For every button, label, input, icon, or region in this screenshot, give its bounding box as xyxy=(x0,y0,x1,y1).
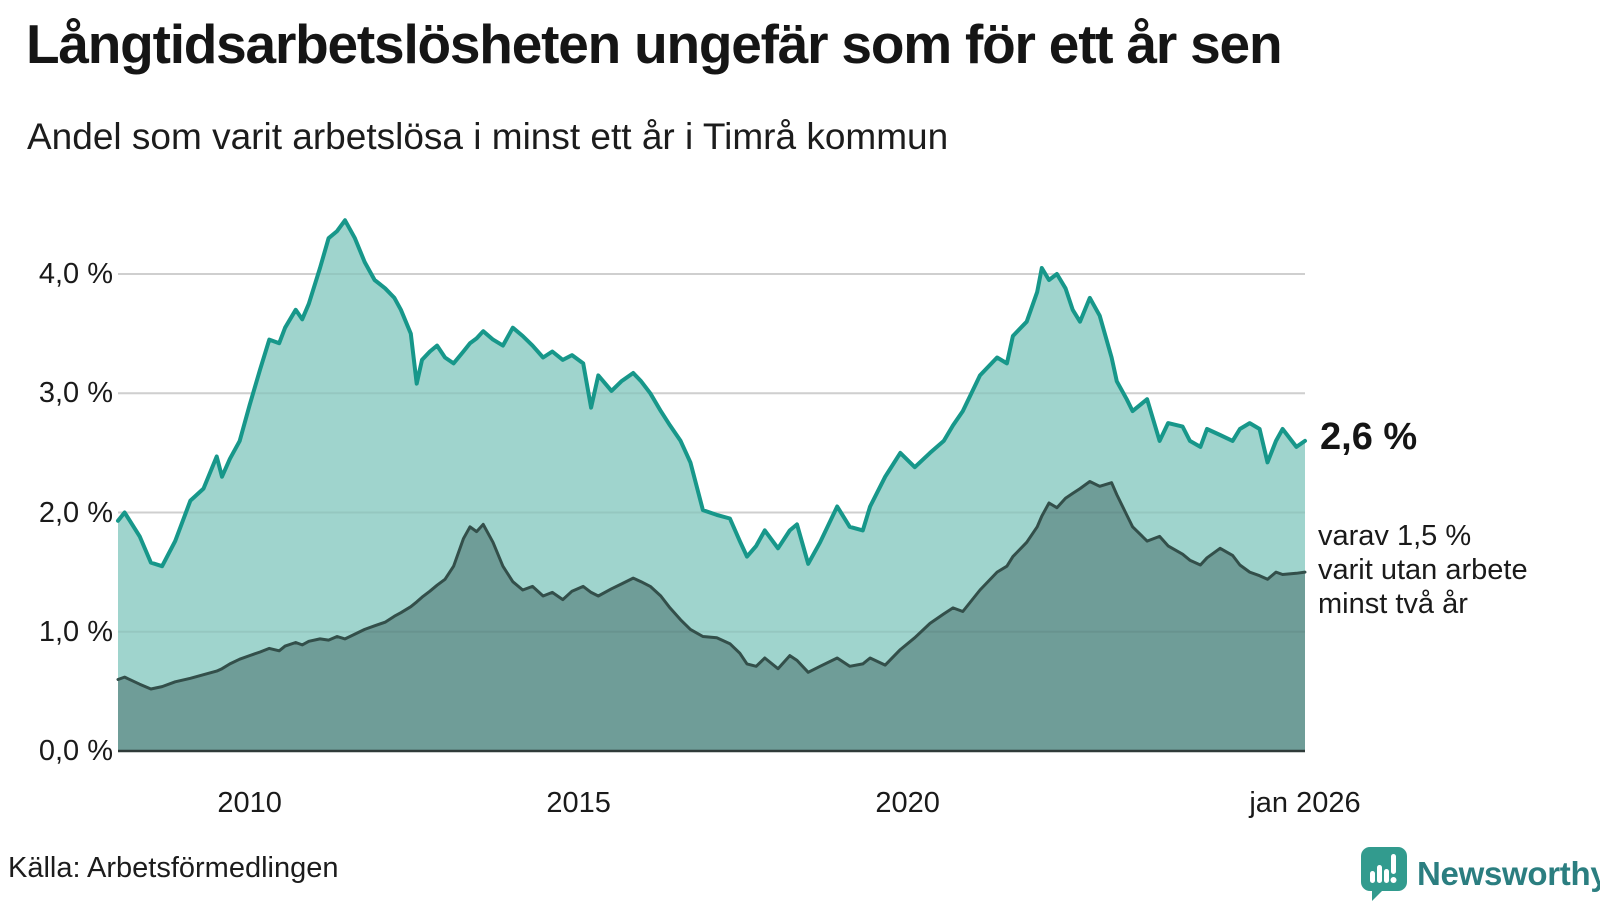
newsworthy-wordmark: Newsworthy xyxy=(1417,855,1600,892)
newsworthy-icon xyxy=(1361,847,1407,901)
x-axis-tick-label: 2020 xyxy=(875,787,940,819)
y-axis-tick-label: 2,0 % xyxy=(38,496,113,529)
x-axis-tick-label: 2010 xyxy=(217,787,282,819)
y-axis-tick-label: 4,0 % xyxy=(38,258,113,290)
annotation-line: minst två år xyxy=(1318,588,1468,620)
annotation-line: varit utan arbete xyxy=(1318,554,1528,586)
y-axis-tick-label: 0,0 % xyxy=(38,735,113,767)
page-subtitle: Andel som varit arbetslösa i minst ett å… xyxy=(27,116,949,157)
newsworthy-logo: Newsworthy xyxy=(1360,846,1600,902)
area-fill-series-1 xyxy=(118,481,1305,751)
y-axis-tick-label: 1,0 % xyxy=(38,615,113,648)
secondary-annotation: varav 1,5 % varit utan arbete minst två … xyxy=(1318,519,1528,621)
series-line-1 xyxy=(116,480,1307,691)
source-caption: Källa: Arbetsförmedlingen xyxy=(8,852,339,884)
y-axis-tick-label: 3,0 % xyxy=(38,377,113,410)
latest-value-label: 2,6 % xyxy=(1320,415,1418,458)
series-line-0 xyxy=(116,218,1307,569)
x-axis-tick-label: jan 2026 xyxy=(1249,787,1361,819)
x-axis-tick-label: 2015 xyxy=(546,787,611,819)
annotation-line: varav 1,5 % xyxy=(1318,520,1472,552)
page-title: Långtidsarbetslösheten ungefär som för e… xyxy=(26,13,1283,75)
